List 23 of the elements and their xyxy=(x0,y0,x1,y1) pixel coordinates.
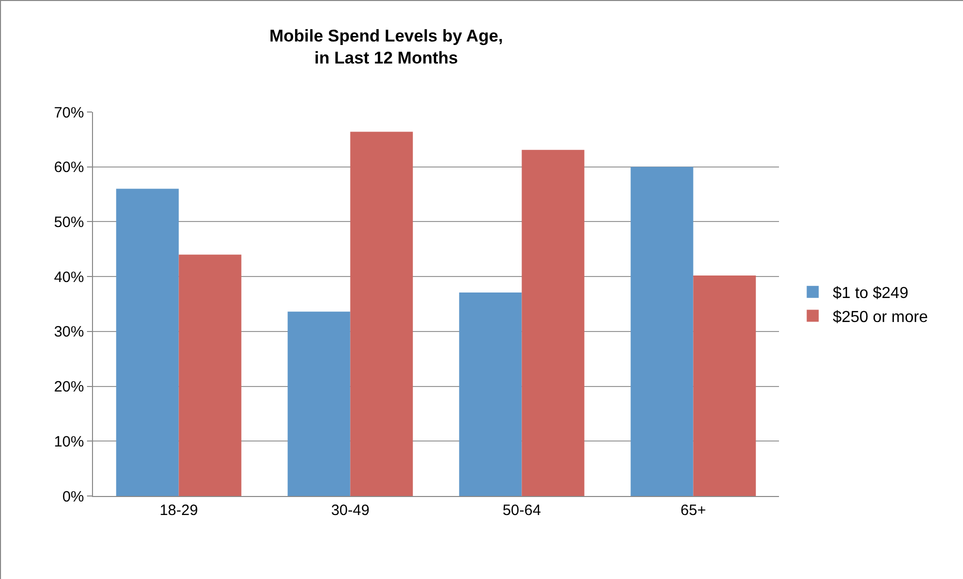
bar xyxy=(178,254,242,496)
y-tick-label: 20% xyxy=(54,378,84,396)
bar xyxy=(288,312,350,496)
y-tick-label: 50% xyxy=(54,214,84,231)
chart-title: Mobile Spend Levels by Age, in Last 12 Months xyxy=(269,26,504,68)
bar xyxy=(630,166,694,496)
bar xyxy=(522,150,584,496)
bar xyxy=(693,275,756,496)
bar xyxy=(116,188,179,496)
y-tick-label: 30% xyxy=(54,324,84,341)
y-tick-label: 10% xyxy=(54,433,84,450)
bar xyxy=(459,292,522,496)
y-tick-label: 0% xyxy=(62,488,84,506)
x-tick-label: 50-64 xyxy=(502,502,541,519)
bar xyxy=(350,132,413,496)
y-tick-label: 40% xyxy=(54,268,84,286)
legend-label: $250 or more xyxy=(832,308,928,326)
x-tick-label: 65+ xyxy=(680,502,706,519)
x-tick-label: 18-29 xyxy=(160,502,198,519)
y-tick-label: 60% xyxy=(54,159,84,176)
x-tick-label: 30-49 xyxy=(331,502,370,519)
y-tick-label: 70% xyxy=(54,104,84,122)
legend-label: $1 to $249 xyxy=(832,285,908,302)
